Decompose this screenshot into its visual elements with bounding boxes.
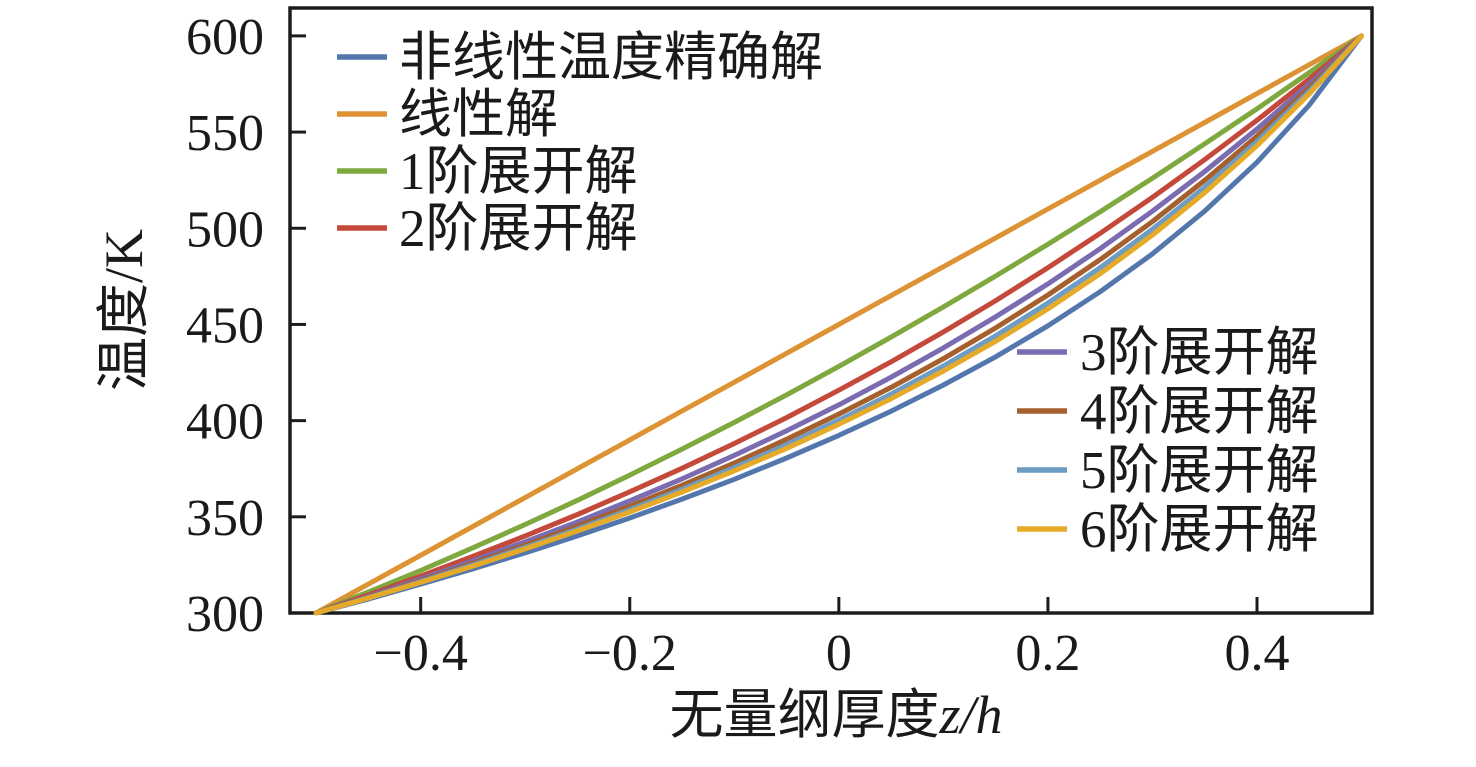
legend-item-label: 1阶展开解 xyxy=(399,143,638,201)
legend-item: 线性解 xyxy=(337,86,558,144)
legend-item: 2阶展开解 xyxy=(337,200,638,258)
series-line-4 xyxy=(313,33,1364,616)
y-tick-label: 500 xyxy=(186,201,264,258)
x-tick-label: −0.2 xyxy=(583,625,677,682)
y-tick-label: 550 xyxy=(186,105,264,162)
series-line-1 xyxy=(313,33,1364,616)
series-line-7 xyxy=(313,33,1364,616)
y-tick-label: 350 xyxy=(186,490,264,547)
x-axis-title-text: 无量纲厚度 xyxy=(669,685,939,745)
x-axis-title-math: z/h xyxy=(938,685,1002,745)
y-tick-label: 300 xyxy=(186,586,264,643)
series-line-3 xyxy=(313,33,1364,616)
y-tick-label: 600 xyxy=(186,9,264,66)
plot-frame xyxy=(288,6,1374,615)
legend-item: 5阶展开解 xyxy=(1017,442,1319,500)
legend-item: 6阶展开解 xyxy=(1017,501,1319,559)
legend-item-label: 3阶展开解 xyxy=(1080,324,1319,382)
legend-item-label: 2阶展开解 xyxy=(399,200,638,258)
y-tick-label: 450 xyxy=(186,297,264,354)
series-line-0 xyxy=(313,33,1364,616)
y-tick-label: 400 xyxy=(186,394,264,451)
x-tick-label: 0.2 xyxy=(1015,625,1080,682)
y-axis-title: 温度/K xyxy=(94,229,154,391)
legend-item-label: 非线性温度精确解 xyxy=(399,29,823,87)
x-tick-label: 0.4 xyxy=(1225,625,1290,682)
legend-item: 非线性温度精确解 xyxy=(337,29,823,87)
legend-item-label: 5阶展开解 xyxy=(1080,442,1319,500)
legend-item-label: 6阶展开解 xyxy=(1080,501,1319,559)
legend-item-label: 4阶展开解 xyxy=(1080,383,1319,441)
series-line-2 xyxy=(313,33,1364,616)
legend-item-label: 线性解 xyxy=(399,86,558,144)
x-tick-label: 0 xyxy=(826,625,852,682)
legend-item: 1阶展开解 xyxy=(337,143,638,201)
legend-item: 3阶展开解 xyxy=(1017,324,1319,382)
legend-item: 4阶展开解 xyxy=(1017,383,1319,441)
x-axis-title: 无量纲厚度z/h xyxy=(669,685,1002,745)
x-tick-label: −0.4 xyxy=(374,625,468,682)
